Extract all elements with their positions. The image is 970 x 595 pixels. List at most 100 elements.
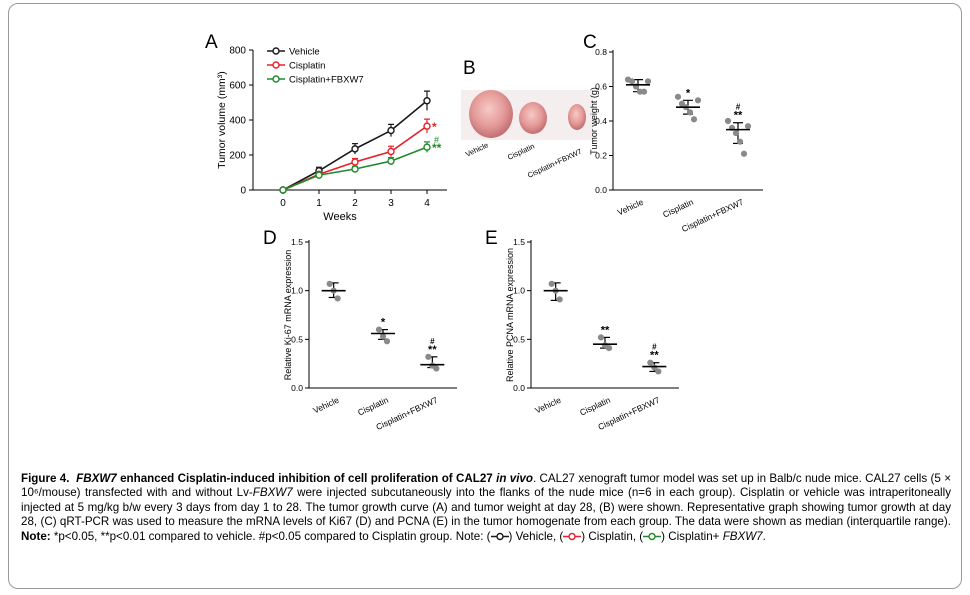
data-point <box>686 109 694 116</box>
figure-label: Figure 4. <box>21 472 70 485</box>
significance-mark: # <box>652 343 657 352</box>
data-point <box>556 296 563 303</box>
y-tick-label: 0.6 <box>595 82 607 92</box>
significance-mark: * <box>686 87 691 99</box>
data-point <box>628 78 636 85</box>
y-tick-label: 1.0 <box>513 286 525 296</box>
panel-e: E 0.0 0.5 1.0 1.5 Relative PCNA mRNA express… <box>479 226 689 456</box>
panel-d-label: D <box>263 228 277 249</box>
data-point <box>351 165 359 173</box>
x-tick-label: 2 <box>352 198 358 209</box>
y-tick-label: 1.0 <box>291 286 303 296</box>
legend-symbol-vehicle <box>490 532 509 541</box>
data-point <box>644 78 652 85</box>
x-tick-label: Vehicle <box>311 395 340 416</box>
y-tick-label: 0.0 <box>291 383 303 393</box>
y-tick-label: 0.4 <box>595 116 607 126</box>
y-tick-label: 800 <box>229 46 246 57</box>
tumor-cisplatin <box>519 102 547 134</box>
x-tick-label: Vehicle <box>533 395 562 416</box>
significance-mark: ** <box>650 350 659 362</box>
data-point <box>678 100 686 107</box>
legend-symbol-combo <box>643 532 662 541</box>
data-point <box>740 150 748 157</box>
data-point <box>315 171 323 179</box>
data-point <box>326 280 333 287</box>
panel-a: A 0 200 400 600 800 0 1 2 3 4 Weeks Tumor volume (m… <box>189 30 459 230</box>
tumor-cisplatin-fbxw7 <box>568 104 586 130</box>
data-point <box>425 353 432 360</box>
y-tick-label: 200 <box>229 151 246 162</box>
significance-mark: ** <box>734 110 743 122</box>
figure-caption: Figure 4. FBXW7 enhanced Cisplatin-induc… <box>21 472 951 544</box>
legend-symbol-cisplatin <box>563 532 582 541</box>
caption-text-2: were injected subcutaneously into the fl… <box>21 486 952 529</box>
y-tick-label: 0.5 <box>291 334 303 344</box>
caption-text-1: . CAL27 xenograft tumor model was set up… <box>21 472 951 500</box>
data-point <box>334 295 341 302</box>
y-axis-label: Relative PCNA mRNA expression <box>505 248 515 382</box>
caption-note-label: Note: <box>21 529 51 543</box>
caption-gene-2: FBXW7 <box>252 486 293 500</box>
x-tick-label: Cisplatin <box>578 395 612 418</box>
y-tick-label: 1.5 <box>513 237 525 247</box>
x-tick-label: 1 <box>316 198 322 209</box>
x-tick-label: 0 <box>280 198 286 209</box>
data-point <box>375 326 383 333</box>
data-point <box>647 359 654 366</box>
data-point <box>387 126 395 135</box>
panel-a-label: A <box>205 32 218 53</box>
data-point <box>387 157 395 165</box>
significance-mark: * <box>381 317 386 329</box>
data-point <box>433 365 440 372</box>
data-point <box>548 280 555 287</box>
y-axis-label: Relative Ki-67 mRNA expression <box>283 250 293 381</box>
significance-mark: ** <box>601 324 610 336</box>
tumor-photo: Vehicle Cisplatin Cisplatin+FBXW7 <box>461 90 593 180</box>
legend-marker <box>272 75 280 83</box>
ki67-chart: 0.0 0.5 1.0 1.5 Relative Ki-67 mRNA expressi… <box>283 237 457 432</box>
significance-mark: ** <box>432 141 442 155</box>
legend-label: Vehicle <box>289 47 320 58</box>
caption-gene-3: FBXW7 <box>722 529 763 543</box>
data-point <box>732 129 740 137</box>
data-point <box>387 147 395 156</box>
panel-e-label: E <box>485 228 498 249</box>
figure-frame: A 0 200 400 600 800 0 1 2 3 4 Weeks Tumor volume (m… <box>8 3 962 589</box>
legend-marker <box>272 47 280 55</box>
data-point <box>597 334 605 341</box>
panel-c: C 0.0 0.2 0.4 0.6 0.8 Tumor weight (g) Vehicle… <box>569 30 769 260</box>
caption-text-3: *p<0.05, **p<0.01 compared to vehicle. #… <box>50 529 491 543</box>
tumor-vehicle <box>469 90 513 138</box>
data-point <box>640 88 648 95</box>
significance-mark: # <box>430 337 435 346</box>
significance-mark: # <box>736 103 741 112</box>
tumor-weight-chart: 0.0 0.2 0.4 0.6 0.8 Tumor weight (g) Vehicle Ci… <box>589 47 763 234</box>
y-tick-label: 0.0 <box>595 185 607 195</box>
data-point <box>605 344 613 352</box>
y-axis-label: Tumor volume (mm³) <box>216 71 228 169</box>
x-tick-label: 4 <box>424 198 430 209</box>
data-point <box>655 368 662 375</box>
data-point <box>694 97 702 104</box>
data-point <box>423 143 431 151</box>
caption-title: enhanced Cisplatin-induced inhibition of… <box>116 472 497 485</box>
panel-b: B Vehicle Cisplatin Cisplatin+FBXW7 <box>457 58 597 180</box>
tumor-label-vehicle: Vehicle <box>464 140 490 158</box>
caption-legend-combo: ) Cisplatin+ <box>661 529 723 543</box>
data-point <box>351 158 359 166</box>
data-point <box>383 338 391 345</box>
data-point <box>423 97 431 105</box>
y-tick-label: 600 <box>229 81 246 92</box>
legend-label: Cisplatin+FBXW7 <box>289 75 364 86</box>
significance-mark: ** <box>428 344 437 356</box>
data-point <box>674 93 682 100</box>
x-tick-label: Vehicle <box>616 197 645 218</box>
data-point <box>279 186 287 194</box>
significance-mark: * <box>432 120 437 134</box>
y-tick-label: 0.8 <box>595 47 607 57</box>
caption-gene: FBXW7 <box>76 472 117 485</box>
y-tick-label: 1.5 <box>291 237 303 247</box>
y-tick-label: 0.2 <box>595 151 607 161</box>
panel-b-label: B <box>463 58 476 79</box>
